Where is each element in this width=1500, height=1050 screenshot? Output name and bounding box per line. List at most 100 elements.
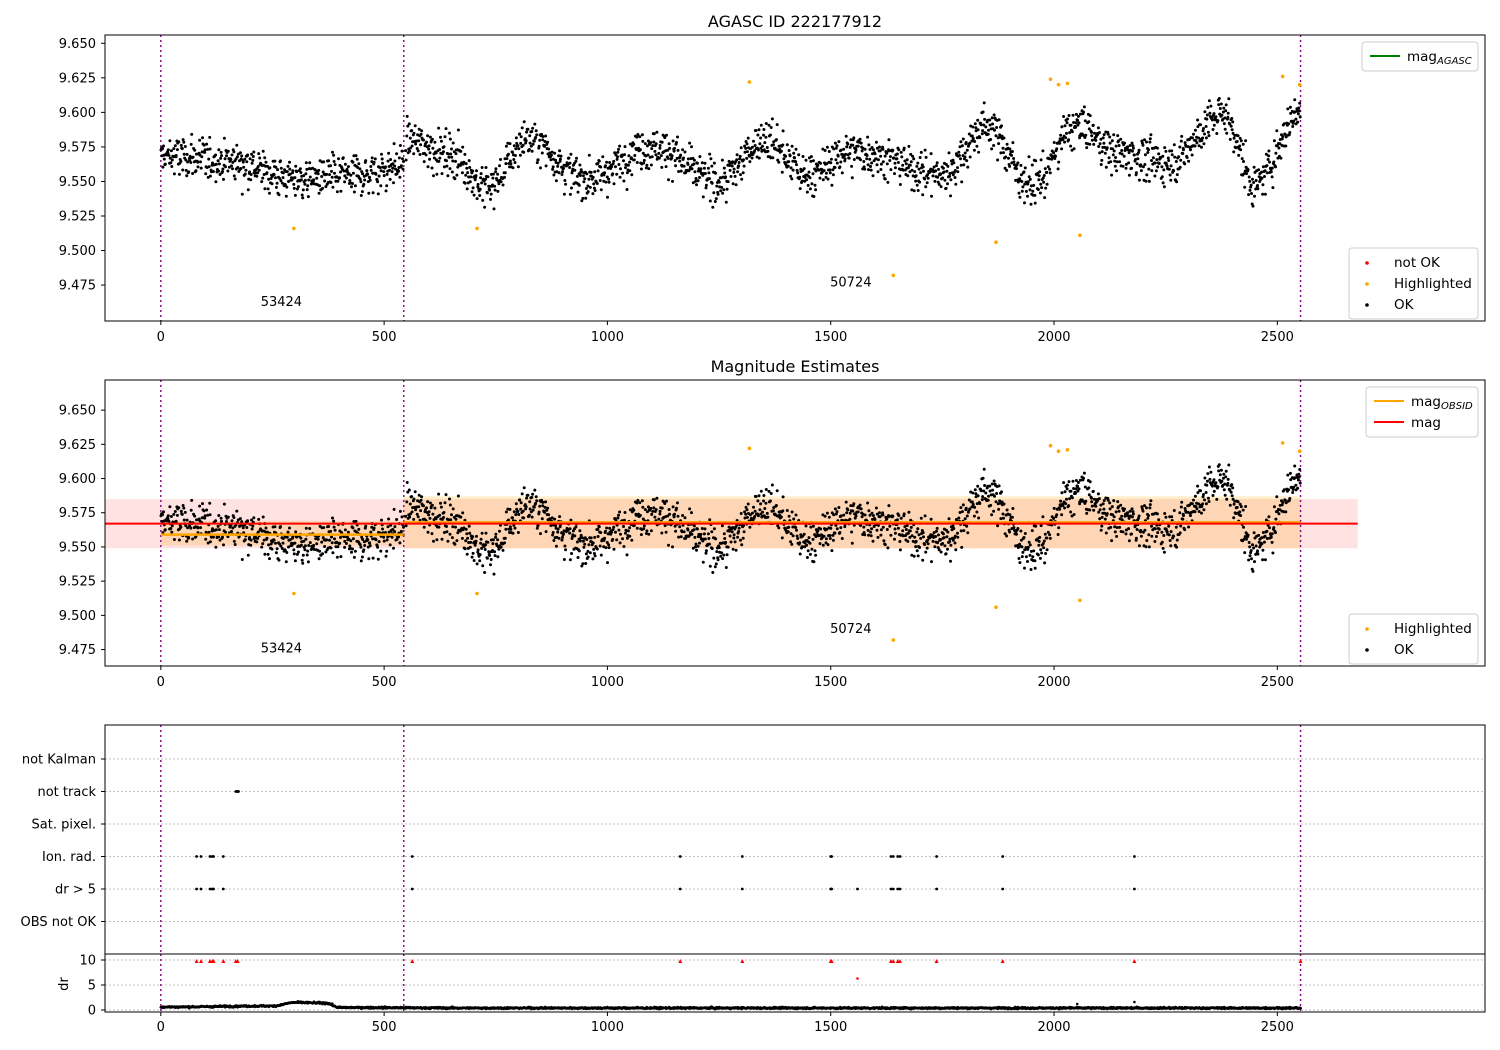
ok-point — [221, 167, 225, 171]
ok-point — [1127, 516, 1131, 520]
ok-point — [240, 558, 244, 561]
ok-point — [605, 160, 609, 164]
ok-point — [676, 135, 679, 139]
ok-point — [996, 158, 1000, 162]
ok-point — [472, 193, 476, 197]
ok-point — [1061, 504, 1065, 507]
ok-point — [850, 541, 854, 545]
ok-point — [1148, 506, 1152, 510]
ok-point — [1155, 158, 1159, 162]
ok-point — [1065, 131, 1068, 135]
ok-point — [434, 517, 438, 521]
ok-point — [367, 557, 371, 561]
ok-point — [343, 180, 347, 184]
ok-point — [445, 164, 449, 168]
ok-point — [592, 182, 596, 186]
ok-point — [554, 179, 558, 183]
ok-point — [412, 517, 416, 521]
ok-point — [481, 198, 485, 202]
ok-point — [261, 542, 265, 546]
ok-point — [189, 161, 193, 164]
ok-point — [317, 168, 321, 172]
ok-point — [1141, 530, 1145, 534]
ok-point — [279, 166, 283, 170]
ok-point — [828, 168, 832, 172]
ok-point — [660, 165, 664, 169]
ok-point — [768, 499, 772, 503]
ok-point — [935, 526, 939, 530]
ok-point — [199, 526, 202, 530]
ok-point — [879, 528, 883, 532]
ok-point — [1203, 476, 1207, 480]
ok-point — [762, 494, 766, 497]
ok-point — [925, 546, 929, 550]
ok-point — [1090, 138, 1094, 142]
ok-point — [645, 529, 649, 533]
ok-point — [1224, 469, 1228, 473]
ok-point — [852, 502, 856, 506]
ok-point — [1261, 192, 1265, 196]
ok-point — [1291, 125, 1295, 128]
ok-point — [293, 193, 297, 197]
ok-point — [528, 507, 532, 511]
obsid-annotation: 53424 — [261, 641, 302, 656]
ok-point — [640, 133, 644, 137]
ok-point — [983, 484, 987, 487]
ok-point — [702, 166, 706, 170]
ok-point — [262, 173, 266, 176]
ok-point — [185, 539, 189, 543]
ok-point — [1196, 125, 1200, 129]
ok-point — [623, 153, 626, 157]
ok-point — [883, 177, 887, 181]
ok-point — [919, 536, 923, 540]
ok-point — [845, 511, 849, 515]
ok-point — [914, 179, 918, 183]
ok-point — [359, 194, 363, 197]
ok-point — [202, 509, 206, 513]
ok-point — [731, 182, 735, 186]
ok-point — [916, 161, 920, 165]
x-tick-label: 500 — [372, 675, 397, 690]
ok-point — [1107, 156, 1111, 160]
ok-point — [563, 179, 567, 182]
ok-point — [1287, 488, 1291, 492]
ok-point — [270, 182, 274, 186]
ok-point — [863, 167, 867, 171]
ok-point — [1146, 151, 1150, 154]
ok-point — [957, 150, 961, 154]
ok-point — [1102, 499, 1106, 502]
ok-point — [303, 178, 307, 182]
ok-point — [693, 535, 697, 539]
ok-point — [930, 194, 933, 198]
ok-point — [784, 154, 788, 158]
ok-point — [724, 566, 728, 569]
ok-point — [1292, 485, 1296, 489]
highlighted-point — [1297, 82, 1302, 87]
ok-point — [951, 524, 955, 528]
ok-point — [189, 142, 193, 146]
ok-point — [605, 175, 609, 179]
ok-point — [1277, 512, 1281, 516]
ok-point — [977, 150, 981, 154]
ok-point — [1127, 173, 1131, 177]
ok-point — [514, 147, 518, 151]
ok-point — [936, 541, 940, 545]
ok-point — [595, 182, 599, 185]
ok-point — [448, 137, 452, 141]
dr-panel-points — [159, 959, 1303, 1011]
x-tick-label: 1500 — [814, 330, 847, 345]
ok-point — [306, 195, 310, 199]
ok-point — [343, 539, 347, 543]
ok-point — [616, 150, 620, 154]
x-tick-label: 2500 — [1261, 330, 1294, 345]
ok-point — [344, 176, 348, 180]
ok-point — [1238, 510, 1242, 514]
ok-point — [618, 144, 622, 148]
ok-point — [728, 164, 732, 167]
ok-point — [317, 191, 321, 195]
ok-point — [1065, 121, 1069, 125]
ok-point — [208, 135, 212, 139]
ok-point — [1100, 524, 1104, 528]
ok-point — [992, 479, 996, 483]
